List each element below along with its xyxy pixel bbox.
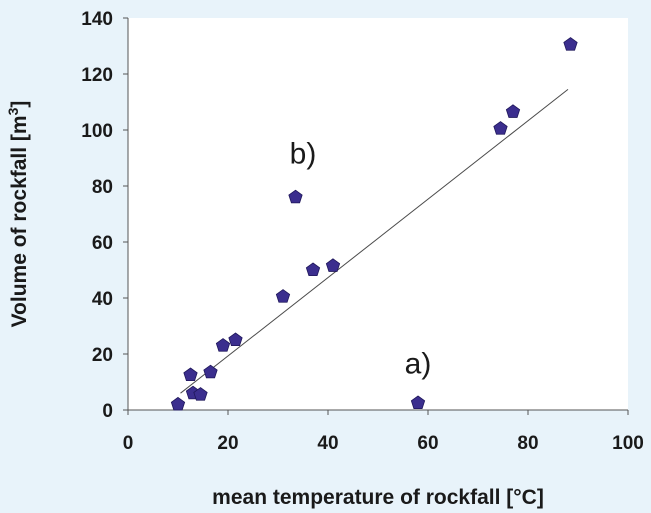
y-tick-label: 140: [81, 9, 113, 30]
annotation-label: b): [290, 138, 317, 171]
data-point: [325, 258, 341, 272]
data-point: [505, 104, 521, 118]
x-tick-label: 60: [417, 433, 438, 454]
data-point: [183, 367, 198, 382]
data-point: [563, 37, 578, 51]
data-point: [305, 262, 321, 277]
x-tick-label: 20: [217, 433, 238, 454]
y-axis: 0 20 40 60 80 100 120 140: [81, 9, 129, 422]
data-points: [170, 37, 578, 411]
y-tick-label: 100: [81, 121, 113, 142]
y-axis-title: Volume of rockfall [m3]: [5, 101, 31, 328]
y-axis-title-close: ]: [8, 101, 31, 108]
y-axis-title-sup: 3: [5, 107, 21, 115]
y-tick-label: 80: [92, 177, 113, 198]
data-point: [275, 289, 291, 303]
y-axis-title-main: Volume of rockfall [m: [8, 115, 31, 327]
y-tick-label: 20: [92, 345, 113, 366]
data-point: [493, 121, 508, 135]
data-point: [410, 395, 426, 410]
x-tick-label: 0: [123, 433, 134, 454]
x-tick-label: 100: [612, 433, 644, 454]
y-tick-label: 40: [92, 289, 113, 310]
data-point: [215, 338, 231, 352]
x-tick-label: 80: [517, 433, 538, 454]
x-axis: 0 20 40 60 80 100: [123, 409, 644, 454]
annotation-label: a): [405, 348, 432, 381]
plot-area: [128, 18, 628, 410]
data-point: [228, 332, 243, 347]
y-tick-label: 120: [81, 65, 113, 86]
x-axis-title: mean temperature of rockfall [°C]: [212, 486, 544, 509]
annotations: b) a): [290, 138, 432, 381]
y-tick-label: 60: [92, 233, 113, 254]
trend-line: [180, 89, 569, 394]
data-point: [288, 189, 303, 204]
data-point: [193, 387, 208, 401]
y-tick-label: 0: [102, 401, 113, 422]
x-tick-label: 40: [317, 433, 338, 454]
data-point: [170, 396, 186, 411]
data-point: [203, 364, 218, 379]
